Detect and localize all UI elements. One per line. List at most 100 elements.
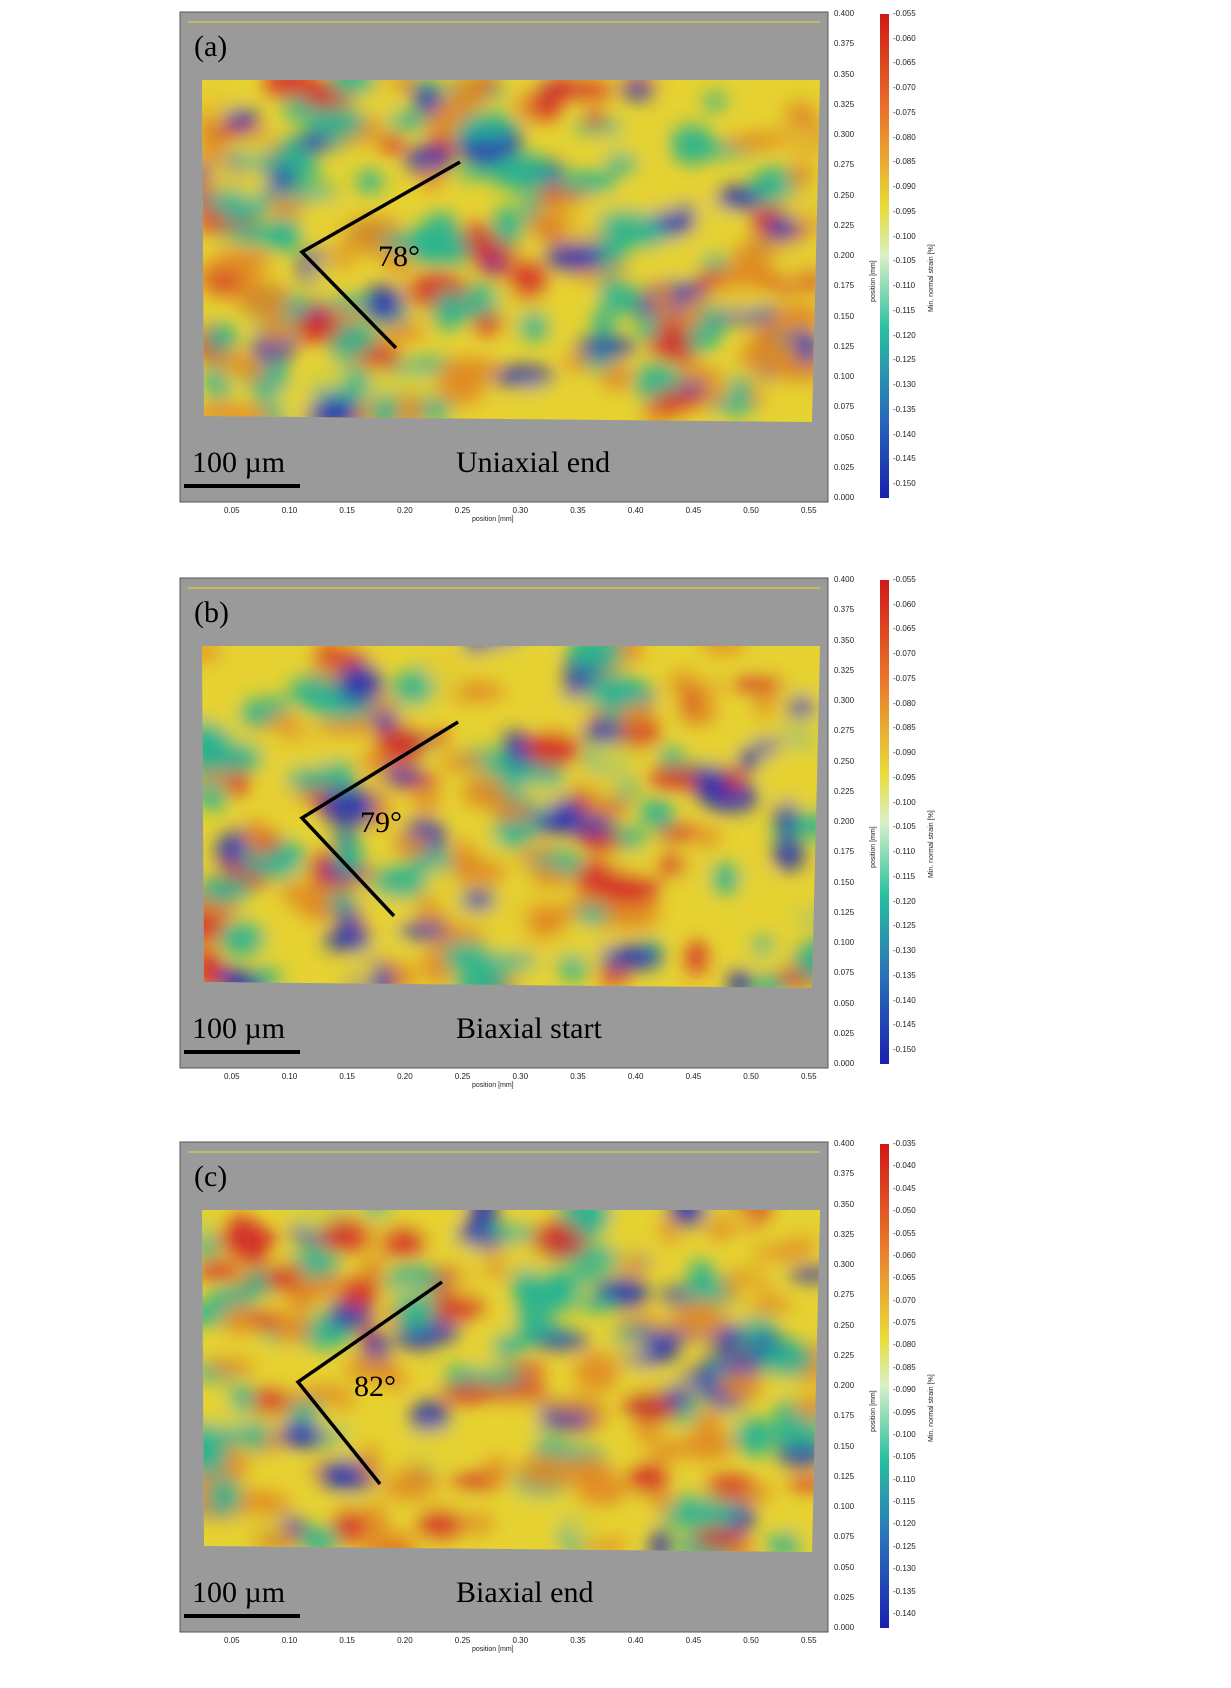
y-tick-label: 0.250	[834, 1320, 855, 1330]
strain-blob	[202, 1441, 228, 1476]
x-axis-title: position [mm]	[472, 516, 514, 523]
strain-blob	[320, 760, 355, 790]
strain-blob	[568, 1514, 616, 1544]
strain-blob	[583, 770, 625, 800]
strain-blob	[412, 791, 440, 814]
strain-blob	[226, 773, 251, 797]
strain-blob	[738, 867, 771, 888]
colorbar-tick-label: -0.085	[893, 157, 916, 167]
y-axis-title: position [mm]	[870, 1390, 877, 1432]
y-tick-label: 0.125	[834, 341, 855, 351]
strain-blob	[651, 282, 674, 316]
strain-blob	[289, 674, 339, 710]
panel-label: (a)	[194, 30, 228, 63]
y-tick-label: 0.025	[834, 1592, 855, 1602]
colorbar-tick-label: -0.125	[893, 921, 916, 931]
strain-blob	[295, 164, 322, 181]
strain-blob	[563, 81, 614, 99]
strain-blob	[249, 1387, 293, 1414]
angle-lines	[299, 160, 461, 350]
x-tick-label: 0.40	[627, 506, 644, 515]
strain-blob	[557, 222, 603, 243]
colorbar-tick-label: -0.085	[893, 1362, 916, 1372]
strain-blob	[647, 238, 707, 275]
strain-blob	[665, 903, 692, 934]
colorbar-tick-label: -0.115	[893, 871, 916, 881]
y-tick-label: 0.225	[834, 220, 855, 230]
strain-blob	[570, 1210, 608, 1238]
colorbar-tick-label: -0.040	[893, 1161, 916, 1171]
y-tick-label: 0.050	[834, 432, 855, 442]
x-tick-label: 0.15	[339, 1072, 355, 1081]
y-tick-label: 0.125	[834, 1471, 855, 1481]
strain-blob	[657, 825, 701, 841]
strain-blob	[660, 1387, 695, 1406]
strain-blob	[428, 729, 449, 745]
strain-blob	[484, 1456, 510, 1484]
y-tick-label: 0.025	[834, 462, 855, 472]
strain-blob	[619, 1257, 645, 1275]
strain-blob	[365, 941, 405, 959]
colorbar-tick-label: -0.110	[893, 281, 916, 291]
strain-blob	[496, 1381, 547, 1408]
strain-field	[202, 646, 820, 988]
strain-blob	[491, 206, 522, 249]
x-tick-label: 0.05	[224, 506, 240, 515]
panel-label: (c)	[194, 1160, 228, 1193]
strain-blob	[326, 322, 378, 358]
colorbar-tick-label: -0.095	[893, 772, 916, 782]
strain-blob	[712, 398, 756, 416]
colorbar-tick-label: -0.075	[893, 1318, 916, 1328]
strain-blob	[229, 1383, 256, 1413]
x-tick-label: 0.45	[685, 1636, 702, 1645]
strain-blob	[584, 801, 629, 818]
strain-blob	[398, 922, 448, 940]
strain-blob	[601, 874, 661, 904]
strain-blob	[351, 953, 375, 988]
colorbar-tick-label: -0.060	[893, 599, 916, 609]
strain-blob	[752, 935, 774, 955]
scale-bar	[184, 1614, 300, 1618]
strain-blob	[438, 754, 485, 771]
strain-blob	[317, 646, 339, 669]
panel-caption: Biaxial end	[456, 1576, 594, 1609]
x-tick-label: 0.45	[685, 1072, 702, 1081]
colorbar	[880, 14, 889, 498]
y-tick-label: 0.250	[834, 756, 855, 766]
colorbar-tick-label: -0.080	[893, 698, 916, 708]
strain-blob	[493, 646, 550, 658]
strain-blob	[202, 1261, 240, 1280]
scale-bar-label: 100 µm	[192, 446, 286, 479]
strain-blob	[358, 347, 402, 369]
y-tick-label: 0.300	[834, 696, 855, 705]
strain-blob	[404, 1428, 468, 1470]
strain-blob	[377, 1438, 404, 1478]
strain-blob	[563, 1455, 611, 1488]
strain-blob	[332, 1508, 367, 1543]
colorbar-tick-label: -0.095	[893, 1407, 916, 1417]
y-tick-label: 0.375	[834, 605, 855, 615]
strain-blob	[509, 261, 547, 301]
strain-blob	[569, 1268, 603, 1284]
strain-blob	[533, 1333, 590, 1350]
strain-blob	[311, 357, 348, 391]
strain-blob	[592, 304, 615, 345]
strain-blob	[703, 211, 738, 227]
strain-blob	[412, 86, 443, 114]
x-tick-label: 0.40	[627, 1072, 644, 1081]
colorbar-tick-label: -0.110	[893, 847, 916, 857]
y-tick-label: 0.300	[834, 130, 855, 139]
strain-blob	[577, 832, 624, 851]
strain-blob	[375, 80, 400, 94]
strain-blob	[738, 748, 760, 772]
strain-blob	[689, 697, 716, 727]
y-tick-label: 0.200	[834, 251, 855, 260]
strain-blob	[494, 1533, 532, 1552]
y-tick-label: 0.175	[834, 847, 855, 857]
strain-map-b	[179, 577, 889, 1069]
x-tick-label: 0.50	[743, 506, 759, 515]
strain-blob	[281, 880, 306, 907]
colorbar-tick-label: -0.115	[893, 305, 916, 315]
strain-blob	[576, 336, 637, 357]
strain-blob	[475, 953, 539, 971]
